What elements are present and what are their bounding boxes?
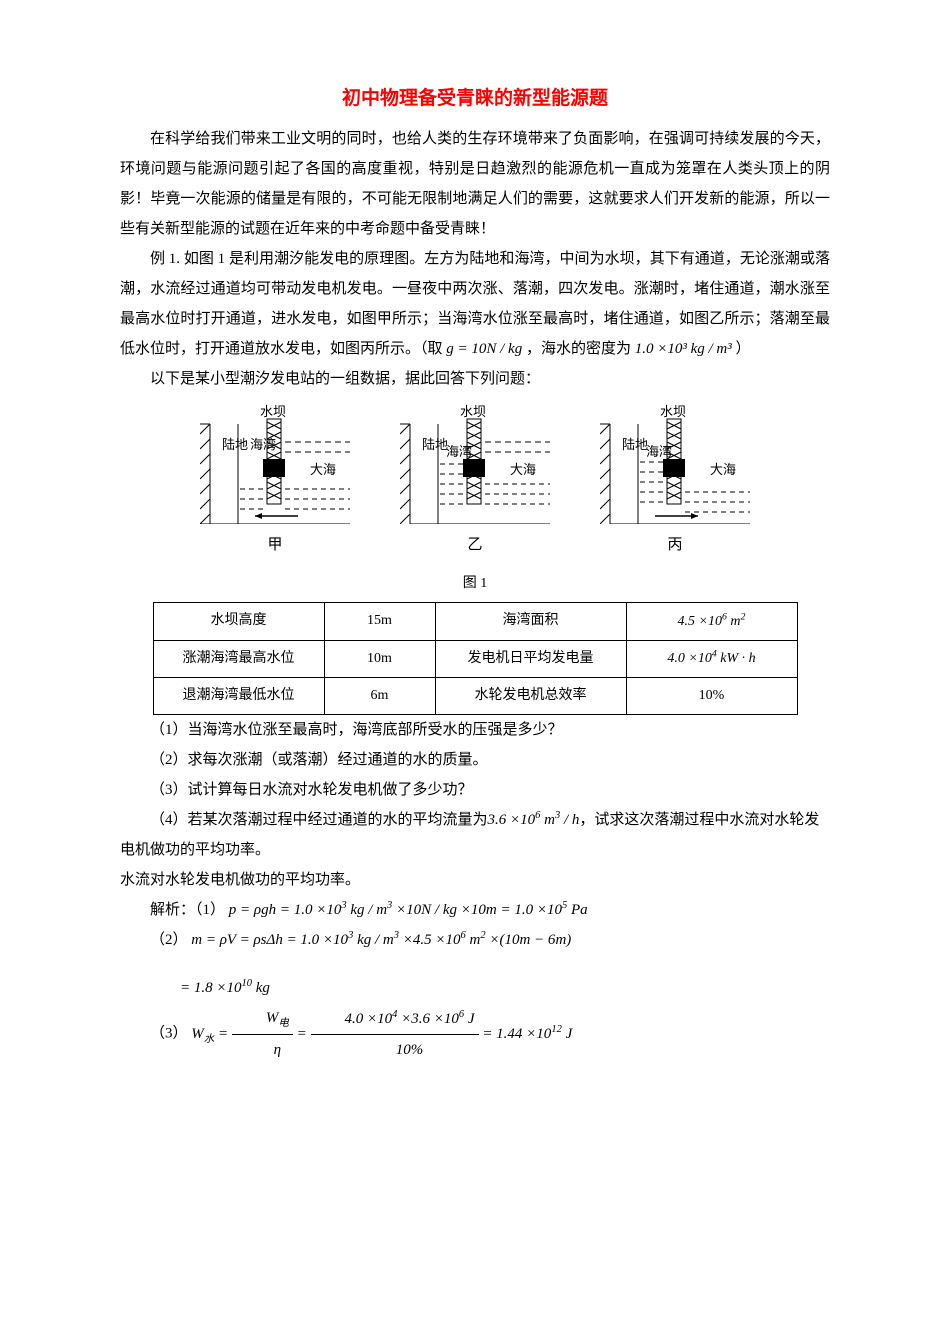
question-1: （1）当海湾水位涨至最高时，海湾底部所受水的压强是多少？ <box>120 715 830 745</box>
example-text-b: ，海水的密度为 <box>526 341 631 357</box>
cell: 涨潮海湾最高水位 <box>153 640 324 678</box>
diagram-caption-b: 乙 <box>400 530 550 560</box>
cell: 6m <box>324 678 435 715</box>
diagram-caption-c: 丙 <box>600 530 750 560</box>
table-row: 退潮海湾最低水位 6m 水轮发电机总效率 10% <box>153 678 797 715</box>
data-intro: 以下是某小型潮汐发电站的一组数据，据此回答下列问题： <box>120 364 830 394</box>
cell: 退潮海湾最低水位 <box>153 678 324 715</box>
cell: 15m <box>324 603 435 641</box>
cell: 4.5 ×106 m2 <box>626 603 797 641</box>
cell: 10% <box>626 678 797 715</box>
question-3: （3）试计算每日水流对水轮发电机做了多少功？ <box>120 775 830 805</box>
sol2-label: （2） <box>150 932 188 948</box>
diagram-c: 水坝 陆地 海湾 <box>600 404 750 560</box>
solution-3: （3） W水 = W电η = 4.0 ×104 ×3.6 ×106 J10% =… <box>120 1003 830 1065</box>
cell: 发电机日平均发电量 <box>435 640 626 678</box>
solution-2: （2） m = ρV = ρsΔh = 1.0 ×103 kg / m3 ×4.… <box>120 925 830 955</box>
table-row: 涨潮海湾最高水位 10m 发电机日平均发电量 4.0 ×104 kW · h <box>153 640 797 678</box>
svg-text:海湾: 海湾 <box>446 444 472 459</box>
page: 初中物理备受青睐的新型能源题 在科学给我们带来工业文明的同时，也给人类的生存环境… <box>0 0 950 1344</box>
cell: 水轮发电机总效率 <box>435 678 626 715</box>
solution-2-result: = 1.8 ×1010 kg <box>180 973 830 1003</box>
sol1-label: 解析：（1） <box>150 902 225 918</box>
data-table: 水坝高度 15m 海湾面积 4.5 ×106 m2 涨潮海湾最高水位 10m 发… <box>153 602 798 715</box>
figure-caption: 图 1 <box>120 570 830 598</box>
svg-text:大海: 大海 <box>710 462 736 477</box>
example-text-c: ） <box>736 341 751 357</box>
svg-text:陆地: 陆地 <box>622 437 648 452</box>
page-title: 初中物理备受青睐的新型能源题 <box>120 80 830 118</box>
diagram-caption-a: 甲 <box>200 530 350 560</box>
density-formula: 1.0 ×10³ kg / m³ <box>635 341 732 357</box>
q4-tail: 水流对水轮发电机做功的平均功率。 <box>120 865 830 895</box>
svg-text:大海: 大海 <box>510 462 536 477</box>
example-paragraph: 例 1. 如图 1 是利用潮汐能发电的原理图。左方为陆地和海湾，中间为水坝，其下… <box>120 244 830 364</box>
svg-text:水坝: 水坝 <box>460 404 486 419</box>
land-label: 陆地 <box>222 437 248 452</box>
diagram-row: 水坝 陆地 海湾 <box>120 404 830 560</box>
dam-label: 水坝 <box>260 404 286 419</box>
cell: 4.0 ×104 kW · h <box>626 640 797 678</box>
diagram-b: 水坝 陆地 海湾 <box>400 404 550 560</box>
solution-1: 解析：（1） p = ρgh = 1.0 ×103 kg / m3 ×10N /… <box>120 895 830 925</box>
intro-paragraph: 在科学给我们带来工业文明的同时，也给人类的生存环境带来了负面影响，在强调可持续发… <box>120 124 830 244</box>
diagram-a: 水坝 陆地 海湾 <box>200 404 350 560</box>
cell: 水坝高度 <box>153 603 324 641</box>
question-4: （4）若某次落潮过程中经过通道的水的平均流量为3.6 ×106 m3 / h，试… <box>120 805 830 865</box>
q4-text-a: （4）若某次落潮过程中经过通道的水的平均流量为 <box>150 812 488 828</box>
svg-text:水坝: 水坝 <box>660 404 686 419</box>
question-2: （2）求每次涨潮（或落潮）经过通道的水的质量。 <box>120 745 830 775</box>
g-formula: g = 10N / kg <box>446 341 522 357</box>
cell: 海湾面积 <box>435 603 626 641</box>
sea-label: 大海 <box>310 462 336 477</box>
table-row: 水坝高度 15m 海湾面积 4.5 ×106 m2 <box>153 603 797 641</box>
svg-text:海湾: 海湾 <box>646 444 672 459</box>
sol3-label: （3） <box>150 1026 188 1042</box>
svg-text:陆地: 陆地 <box>422 437 448 452</box>
cell: 10m <box>324 640 435 678</box>
